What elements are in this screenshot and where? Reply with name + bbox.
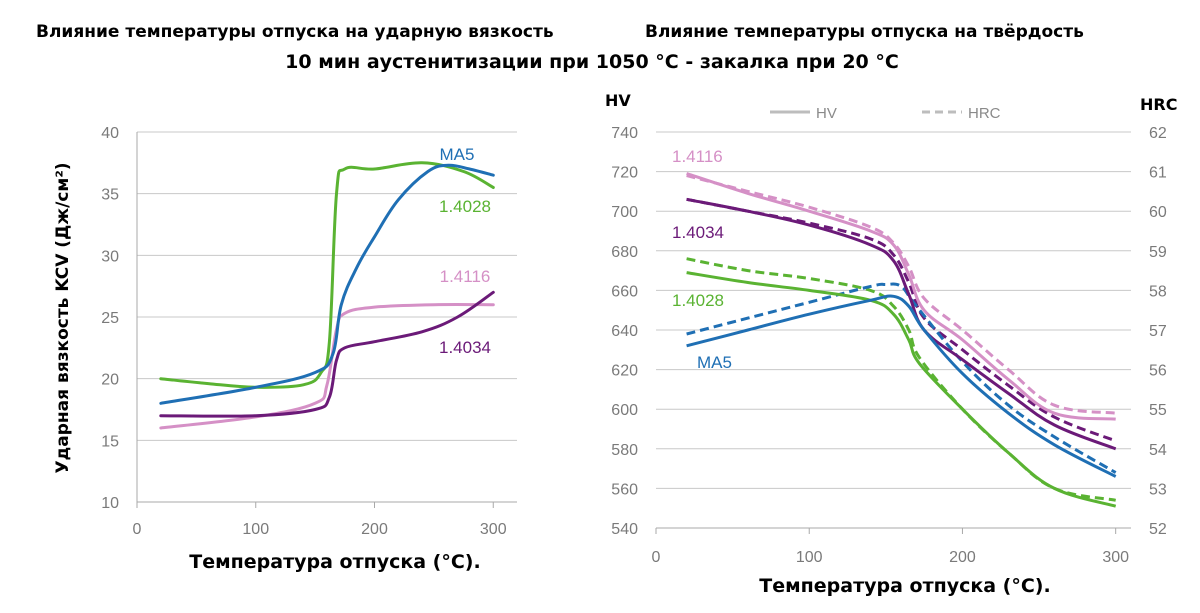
left-chart-series — [159, 161, 495, 430]
right-y-tick-label-hv: 680 — [611, 244, 638, 261]
right-y-tick-label-hv: 620 — [611, 363, 638, 380]
left-y-tick-label: 30 — [101, 248, 119, 265]
right-y-tick-label-hrc: 60 — [1149, 204, 1167, 221]
left-series-line-1-4034 — [159, 290, 495, 418]
right-series-line-1-4034-hv — [686, 197, 1117, 451]
right-series-label: MA5 — [697, 353, 732, 372]
right-x-tick-label: 0 — [652, 549, 661, 566]
left-y-tick-label: 10 — [101, 495, 119, 512]
right-y-tick-label-hv: 720 — [611, 165, 638, 182]
right-y-tick-label-hrc: 52 — [1149, 521, 1167, 538]
right-y-tick-label-hrc: 57 — [1149, 323, 1167, 340]
right-series-line-ma5-hv — [686, 294, 1117, 478]
right-chart-legend: HV HRC — [770, 105, 1001, 122]
right-y-tick-label-hrc: 62 — [1149, 125, 1167, 142]
right-x-tick-label: 300 — [1102, 549, 1129, 566]
right-y-tick-label-hrc: 61 — [1149, 165, 1167, 182]
left-y-tick-label: 35 — [101, 187, 119, 204]
right-y-tick-label-hrc: 59 — [1149, 244, 1167, 261]
right-y-tick-label-hrc: 54 — [1149, 442, 1167, 459]
right-y-tick-label-hrc: 56 — [1149, 363, 1167, 380]
left-series-label: 1.4028 — [439, 197, 491, 216]
legend-label-hrc: HRC — [968, 105, 1001, 122]
right-y-tick-label-hv: 660 — [611, 283, 638, 300]
right-chart-y-axis-label-hrc: HRC — [1140, 95, 1177, 114]
left-chart-grid: 10 15 20 25 30 35 40 0 100 200 300 — [101, 125, 517, 538]
left-chart-title: Влияние температуры отпуска на ударную в… — [36, 22, 554, 42]
right-x-tick-label: 100 — [796, 549, 823, 566]
left-series-label: 1.4034 — [439, 338, 491, 357]
right-chart-y-axis-label-hv: HV — [605, 91, 631, 110]
right-y-tick-label-hrc: 58 — [1149, 283, 1167, 300]
right-y-tick-label-hv: 600 — [611, 402, 638, 419]
left-x-tick-label: 200 — [361, 521, 388, 538]
left-chart-series-labels: MA5 1.4028 1.4116 1.4034 — [439, 145, 491, 357]
left-x-tick-label: 300 — [480, 521, 507, 538]
right-chart-grid: 5405605806006206406606807007207405253545… — [611, 125, 1167, 566]
right-chart-series-labels: 1.4116 1.4034 1.4028 MA5 — [672, 147, 732, 372]
right-y-tick-label-hv: 540 — [611, 521, 638, 538]
left-y-tick-label: 20 — [101, 372, 119, 389]
left-x-tick-label: 100 — [242, 521, 269, 538]
left-chart-x-axis-label: Температура отпуска (°C). — [189, 551, 480, 573]
right-y-tick-label-hv: 740 — [611, 125, 638, 142]
right-y-tick-label-hrc: 55 — [1149, 402, 1167, 419]
left-series-label: MA5 — [440, 145, 475, 164]
left-series-line-ma5 — [159, 163, 495, 405]
legend-label-hv: HV — [816, 105, 837, 122]
right-series-label: 1.4034 — [672, 223, 724, 242]
chart-subtitle: 10 мин аустенитизации при 1050 °C - зака… — [285, 51, 899, 73]
right-chart-series — [686, 172, 1117, 508]
right-chart-x-axis-label: Температура отпуска (°C). — [759, 575, 1050, 597]
left-y-tick-label: 15 — [101, 433, 119, 450]
right-chart-title: Влияние температуры отпуска на твёрдость — [645, 22, 1084, 42]
right-y-tick-label-hv: 580 — [611, 442, 638, 459]
right-y-tick-label-hrc: 53 — [1149, 481, 1167, 498]
left-y-tick-label: 40 — [101, 125, 119, 142]
right-series-line-1-4116-hrc — [686, 174, 1116, 415]
right-series-line-1-4028-hrc — [686, 257, 1116, 502]
right-series-label: 1.4028 — [672, 291, 724, 310]
right-x-tick-label: 200 — [949, 549, 976, 566]
left-series-label: 1.4116 — [440, 267, 491, 286]
right-y-tick-label-hv: 700 — [611, 204, 638, 221]
left-x-tick-label: 0 — [133, 521, 142, 538]
right-series-label: 1.4116 — [672, 147, 723, 166]
left-chart-y-axis-label: Ударная вязкость KCV (Дж/см²) — [53, 162, 73, 473]
left-y-tick-label: 25 — [101, 310, 119, 327]
right-y-tick-label-hv: 560 — [611, 481, 638, 498]
right-y-tick-label-hv: 640 — [611, 323, 638, 340]
right-series-line-1-4116-hv — [686, 172, 1116, 421]
right-series-line-1-4028-hv — [686, 271, 1117, 508]
